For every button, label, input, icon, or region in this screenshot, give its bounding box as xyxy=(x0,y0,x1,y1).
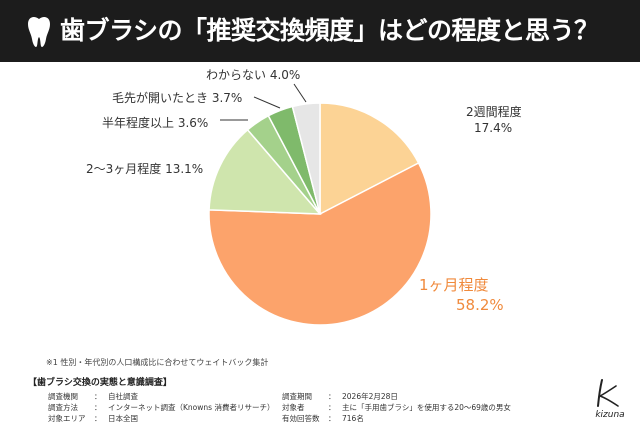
slice-label: 2週間程度 xyxy=(466,104,522,119)
brand-name: kizuna xyxy=(595,410,625,420)
pie-slice-1 xyxy=(319,102,420,216)
slice-label: わからない 4.0% xyxy=(206,68,300,82)
brand-logo-mark xyxy=(597,379,619,407)
survey-row-agency: 調査機関 ： 自社調査 xyxy=(48,391,138,402)
leader-line-unknown xyxy=(293,83,307,103)
brand-logo: kizuna xyxy=(588,376,632,422)
survey-label: 対象エリア xyxy=(48,414,86,423)
slice-label: 2〜3ヶ月程度 13.1% xyxy=(86,161,203,176)
survey-value: 2026年2月28日 xyxy=(342,392,398,401)
survey-label: 有効回答数 xyxy=(282,414,320,423)
survey-separator: ： xyxy=(328,414,336,423)
pie-slice-3 xyxy=(208,128,322,215)
survey-separator: ： xyxy=(328,392,336,401)
slice-label: 半年程度以上 3.6% xyxy=(102,115,208,130)
survey-info: 【歯ブラシ交換の実態と意識調査】 調査機関 ： 自社調査 調査方法 ： インターネット調… xyxy=(28,375,588,423)
title-bar: 歯ブラシの「推奨交換頻度」はどの程度と思う？ xyxy=(0,0,640,62)
survey-value: 716名 xyxy=(342,414,364,423)
survey-separator: ： xyxy=(328,403,336,412)
survey-value: 自社調査 xyxy=(108,392,138,401)
pie-slice-2 xyxy=(208,161,432,326)
survey-row-target: 対象者 ： 主に「手用歯ブラシ」を使用する20～69歳の男女 xyxy=(282,402,511,413)
pie-chart: 2週間程度 17.4% 1ヶ月程度 58.2% 2〜3ヶ月程度 13.1% 半年程度以上 … xyxy=(86,68,522,326)
survey-title: 【歯ブラシ交換の実態と意識調査】 xyxy=(28,378,172,388)
leader-line-frayed xyxy=(253,96,281,109)
survey-row-area: 対象エリア ： 日本全国 xyxy=(48,413,138,424)
survey-separator: ： xyxy=(94,403,102,412)
survey-label: 調査方法 xyxy=(48,403,78,412)
survey-label: 調査機関 xyxy=(48,392,78,401)
survey-separator: ： xyxy=(94,414,102,423)
pie-slice-6 xyxy=(291,102,321,215)
survey-value: インターネット調査（Knowns 消費者リサーチ） xyxy=(108,403,275,412)
survey-label: 対象者 xyxy=(282,403,305,412)
tooth-icon xyxy=(28,16,50,47)
page-title: 歯ブラシの「推奨交換頻度」はどの程度と思う？ xyxy=(60,16,599,45)
slice-value-label: 58.2% xyxy=(456,296,504,314)
slice-label: 1ヶ月程度 xyxy=(419,276,489,294)
slice-value-label: 17.4% xyxy=(474,121,512,135)
survey-separator: ： xyxy=(94,392,102,401)
survey-row-responses: 有効回答数 ： 716名 xyxy=(282,413,364,424)
survey-row-method: 調査方法 ： インターネット調査（Knowns 消費者リサーチ） xyxy=(48,402,274,413)
survey-label: 調査期間 xyxy=(282,392,312,401)
survey-row-period: 調査期間 ： 2026年2月28日 xyxy=(282,391,398,402)
footnote: ※1 性別・年代別の人口構成比に合わせてウェイトバック集計 xyxy=(46,358,269,367)
slice-label: 毛先が開いたとき 3.7% xyxy=(112,90,242,105)
survey-value: 主に「手用歯ブラシ」を使用する20～69歳の男女 xyxy=(342,403,511,412)
survey-value: 日本全国 xyxy=(108,414,138,423)
